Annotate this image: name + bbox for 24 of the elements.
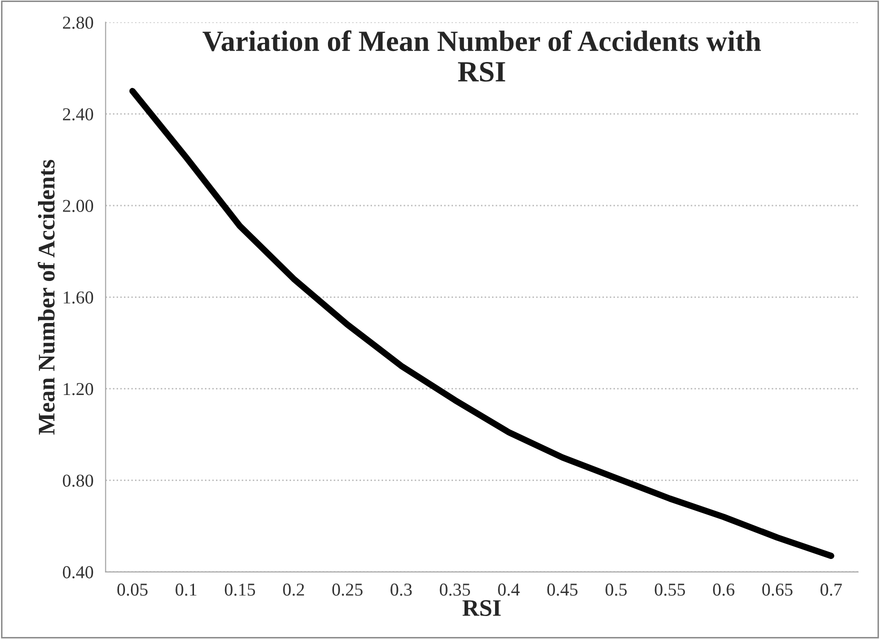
y-tick-label: 0.80 <box>62 474 94 487</box>
x-tick-label: 0.6 <box>713 584 734 596</box>
y-tick-label: 2.00 <box>62 200 94 212</box>
x-tick-label: 0.65 <box>762 584 792 596</box>
x-tick-label: 0.7 <box>820 584 842 596</box>
x-tick-label: 0.2 <box>283 584 304 596</box>
y-tick-label: 2.40 <box>62 108 94 120</box>
y-axis-title: Mean Number of Accidents <box>38 160 55 435</box>
y-tick-label: 1.60 <box>64 291 94 304</box>
x-tick-label: 0.3 <box>390 584 412 596</box>
y-tick-label: 1.20 <box>64 382 94 396</box>
x-axis-title: RSI <box>462 600 501 616</box>
x-tick-label: 0.35 <box>440 584 470 596</box>
y-tick-label: 2.80 <box>62 16 94 29</box>
x-tick-label: 0.55 <box>654 584 685 596</box>
text: Variation of Mean Number of Accidents with RSI <box>202 30 761 82</box>
x-tick-label: 0.25 <box>332 584 363 596</box>
x-tick-label: 0.4 <box>498 584 520 596</box>
x-tick-label: 0.5 <box>606 584 627 596</box>
x-tick-label: 0.05 <box>117 584 148 596</box>
x-tick-label: 0.15 <box>224 584 256 596</box>
y-tick-label: 0.40 <box>62 566 94 578</box>
x-tick-label: 0.1 <box>176 584 196 596</box>
x-tick-label: 0.45 <box>547 584 578 596</box>
